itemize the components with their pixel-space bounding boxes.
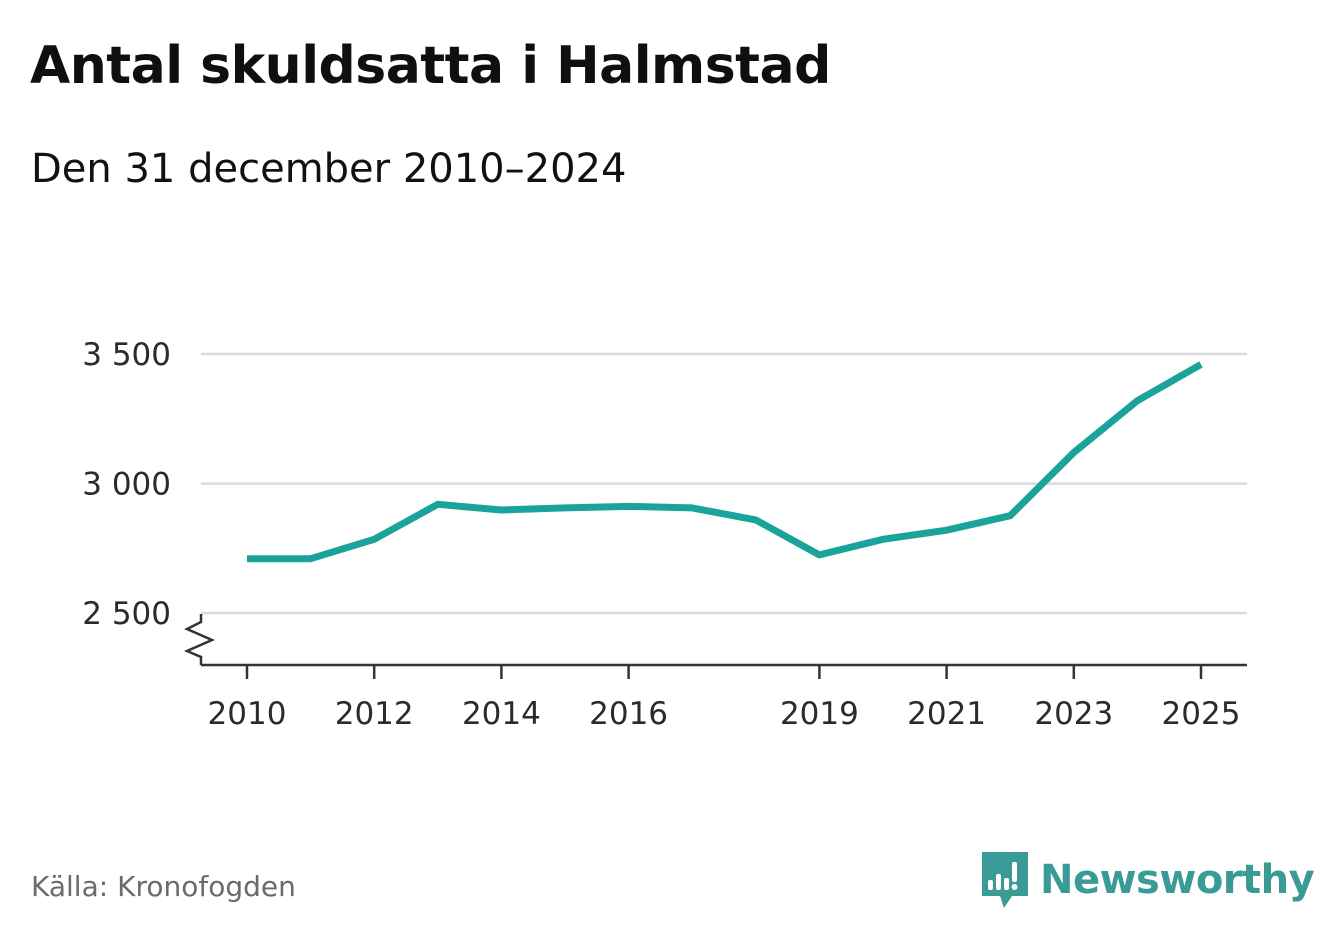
brand-name: Newsworthy <box>1040 857 1315 903</box>
x-tick-label-2021: 2021 <box>907 696 986 732</box>
y-tick-label-3000: 3 000 <box>82 467 171 503</box>
x-tick-label-2012: 2012 <box>335 696 414 732</box>
newsworthy-logo: Newsworthy <box>980 850 1315 910</box>
series-line <box>247 361 1203 563</box>
x-tick-label-2010: 2010 <box>208 696 287 732</box>
x-tick-labels: 2010 2012 2014 2016 2019 2021 2023 2025 <box>208 696 1241 732</box>
chart-title: Antal skuldsatta i Halmstad <box>30 36 831 96</box>
y-tick-label-3500: 3 500 <box>82 337 171 373</box>
x-tick-label-2014: 2014 <box>462 696 541 732</box>
gridlines <box>201 352 1247 615</box>
x-axis <box>183 614 1247 679</box>
y-tick-labels: 2 500 3 000 3 500 <box>82 337 171 632</box>
source-note: Källa: Kronofogden <box>31 870 296 903</box>
data-points <box>246 364 1202 559</box>
y-tick-label-2500: 2 500 <box>82 596 171 632</box>
axis-break-marker <box>183 614 216 665</box>
x-tick-label-2016: 2016 <box>589 696 668 732</box>
x-tick-label-2023: 2023 <box>1034 696 1113 732</box>
x-tick-label-2019: 2019 <box>780 696 859 732</box>
chart-subtitle: Den 31 december 2010–2024 <box>31 146 627 192</box>
x-tick-label-2025: 2025 <box>1162 696 1241 732</box>
newsworthy-bars-icon <box>982 852 1028 908</box>
